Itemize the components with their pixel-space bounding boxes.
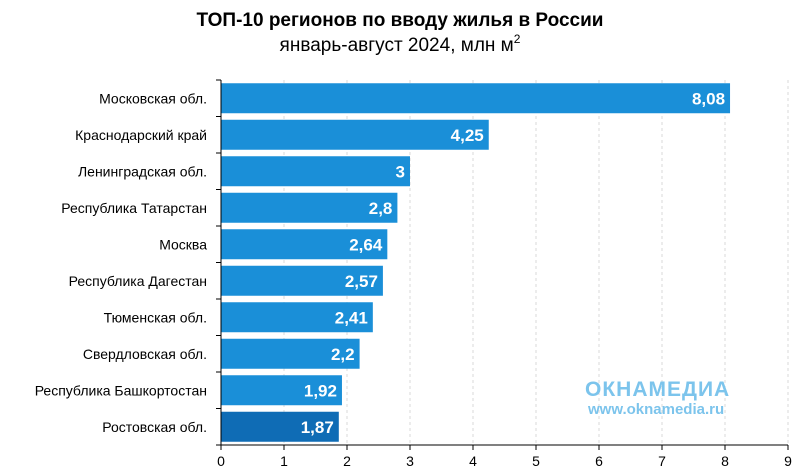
- bar-value-label: 2,57: [345, 272, 378, 291]
- category-label: Краснодарский край: [75, 127, 207, 143]
- x-tick-label: 5: [532, 453, 540, 469]
- bar-value-label: 8,08: [692, 89, 725, 108]
- x-tick-label: 2: [343, 453, 351, 469]
- bar: [221, 192, 398, 223]
- chart-subtitle: январь-август 2024, млн м2: [0, 32, 800, 57]
- bar-value-label: 2,41: [335, 308, 368, 327]
- category-label: Республика Башкортостан: [35, 382, 207, 398]
- watermark-logo: ОКНАМЕДИА: [585, 378, 731, 401]
- bar: [221, 338, 360, 369]
- category-label: Москва: [159, 236, 207, 252]
- bar: [221, 83, 731, 114]
- x-tick-label: 0: [217, 453, 225, 469]
- category-label: Республика Татарстан: [61, 200, 207, 216]
- category-label: Республика Дагестан: [69, 273, 207, 289]
- bar-value-label: 3: [396, 162, 405, 181]
- bar-value-label: 4,25: [451, 126, 484, 145]
- subtitle-text: январь-август 2024, млн м: [279, 35, 514, 56]
- category-label: Ростовская обл.: [102, 419, 207, 435]
- bar-value-label: 2,8: [369, 199, 393, 218]
- bar-value-label: 1,92: [304, 381, 337, 400]
- bar: [221, 119, 489, 150]
- category-label: Тюменская обл.: [104, 309, 207, 325]
- bar-value-label: 2,2: [331, 345, 355, 364]
- x-tick-label: 4: [469, 453, 477, 469]
- x-tick-label: 6: [595, 453, 603, 469]
- bar-value-label: 1,87: [301, 418, 334, 437]
- bar: [221, 156, 410, 187]
- category-label: Ленинградская обл.: [78, 163, 207, 179]
- category-label: Московская обл.: [99, 90, 207, 106]
- x-tick-label: 3: [406, 453, 414, 469]
- bar: [221, 265, 383, 296]
- bar-value-label: 2,64: [349, 235, 383, 254]
- bar: [221, 411, 339, 442]
- x-tick-label: 9: [784, 453, 792, 469]
- x-tick-label: 8: [721, 453, 729, 469]
- watermark-url: www.oknamedia.ru: [588, 401, 725, 418]
- x-tick-label: 1: [280, 453, 288, 469]
- bar: [221, 302, 373, 333]
- x-tick-label: 7: [658, 453, 666, 469]
- bar: [221, 229, 388, 260]
- chart-title: ТОП-10 регионов по вводу жилья в России: [196, 10, 604, 31]
- bar: [221, 375, 342, 406]
- category-label: Свердловская обл.: [83, 346, 207, 362]
- subtitle-superscript: 2: [513, 32, 521, 46]
